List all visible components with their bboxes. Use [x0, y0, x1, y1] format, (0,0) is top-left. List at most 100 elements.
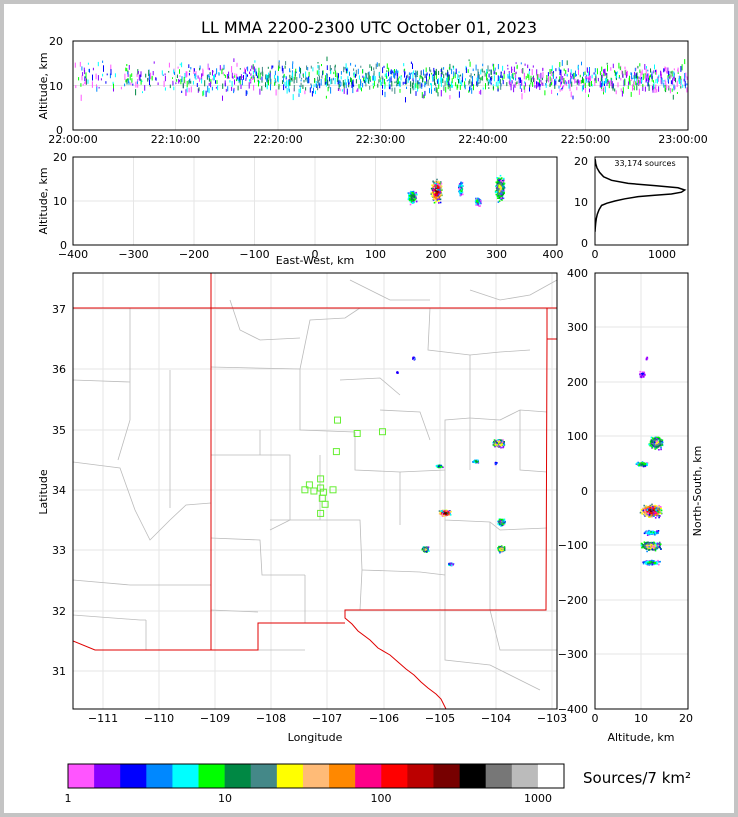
source-mark	[539, 84, 541, 87]
source-mark	[113, 86, 114, 92]
source-mark	[347, 76, 349, 83]
east-west-xtick: 100	[365, 248, 386, 261]
source-mark	[334, 80, 336, 85]
source-mark	[589, 88, 590, 93]
source-mark	[500, 549, 503, 552]
station-marker	[332, 448, 340, 456]
source-mark	[604, 78, 606, 84]
source-mark	[669, 88, 671, 94]
source-mark	[502, 445, 505, 448]
source-mark	[327, 79, 329, 86]
source-mark	[421, 92, 423, 98]
plan-view-panel: 37 36 35 34 33 32 31 Latitude −111 −110 …	[37, 272, 567, 744]
source-mark	[489, 69, 491, 72]
source-mark	[257, 79, 259, 82]
source-mark	[178, 79, 180, 84]
source-mark	[128, 81, 130, 85]
source-mark	[386, 70, 388, 72]
source-mark	[646, 66, 647, 69]
station-marker	[310, 487, 318, 495]
source-mark	[478, 200, 480, 202]
source-mark	[503, 521, 505, 524]
source-mark	[249, 71, 250, 74]
source-mark	[559, 69, 561, 76]
source-mark	[426, 76, 427, 82]
source-mark	[575, 70, 576, 77]
source-mark	[413, 196, 415, 199]
source-mark	[482, 63, 484, 67]
source-mark	[233, 58, 235, 62]
source-mark	[563, 85, 565, 88]
source-mark	[500, 177, 503, 180]
source-mark	[224, 80, 226, 86]
source-mark	[380, 80, 382, 86]
source-mark	[497, 547, 499, 549]
source-mark	[498, 184, 501, 187]
source-mark	[672, 78, 674, 85]
source-mark	[201, 73, 203, 78]
source-mark	[132, 83, 134, 86]
source-mark	[289, 77, 291, 81]
source-mark	[433, 70, 435, 75]
source-mark	[476, 197, 479, 200]
source-mark	[440, 186, 442, 188]
source-mark	[189, 70, 191, 72]
source-mark	[355, 73, 356, 78]
source-mark	[361, 87, 362, 92]
source-mark	[357, 88, 359, 92]
source-mark	[450, 563, 453, 565]
source-mark	[410, 72, 412, 75]
source-mark	[464, 81, 466, 88]
source-mark	[388, 79, 390, 81]
source-mark	[278, 85, 280, 90]
source-mark	[423, 69, 424, 76]
source-mark	[632, 84, 633, 91]
source-mark	[570, 91, 572, 98]
source-mark	[498, 524, 501, 526]
source-mark	[407, 77, 409, 83]
source-mark	[652, 89, 654, 93]
source-mark	[605, 72, 607, 75]
source-mark	[498, 520, 501, 523]
source-mark	[665, 81, 667, 87]
source-mark	[296, 77, 298, 83]
source-mark	[678, 79, 680, 84]
source-mark	[190, 86, 192, 93]
source-mark	[468, 59, 470, 62]
source-mark	[445, 509, 448, 512]
source-mark	[515, 82, 517, 86]
source-mark	[85, 78, 87, 85]
source-mark	[236, 76, 238, 80]
source-mark	[388, 67, 390, 72]
source-mark	[384, 73, 386, 77]
source-mark	[594, 68, 596, 73]
source-mark	[515, 71, 517, 74]
source-mark	[409, 203, 412, 206]
source-mark	[439, 184, 442, 187]
source-mark	[449, 511, 451, 513]
county-line	[270, 519, 363, 611]
source-mark	[149, 73, 150, 80]
source-mark	[494, 67, 496, 71]
source-mark	[560, 81, 561, 87]
source-mark	[337, 77, 339, 82]
source-mark	[677, 67, 679, 73]
source-mark	[589, 74, 590, 77]
source-mark	[303, 76, 304, 78]
source-mark	[228, 71, 230, 76]
station-marker	[321, 500, 329, 508]
source-mark	[207, 63, 209, 70]
source-mark	[445, 86, 447, 93]
source-mark	[666, 71, 668, 74]
source-mark	[548, 76, 549, 83]
source-mark	[460, 187, 463, 190]
source-mark	[599, 71, 601, 76]
source-mark	[503, 183, 505, 185]
source-mark	[499, 174, 502, 177]
source-mark	[497, 88, 499, 92]
source-mark	[431, 184, 433, 187]
source-mark	[478, 205, 480, 207]
source-mark	[520, 77, 521, 84]
east-west-sources	[407, 174, 506, 207]
source-mark	[240, 84, 242, 89]
